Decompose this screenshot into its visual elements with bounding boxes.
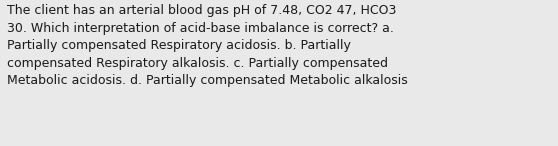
Text: The client has an arterial blood gas pH of 7.48, CO2 47, HCO3
30. Which interpre: The client has an arterial blood gas pH … [7,4,407,87]
